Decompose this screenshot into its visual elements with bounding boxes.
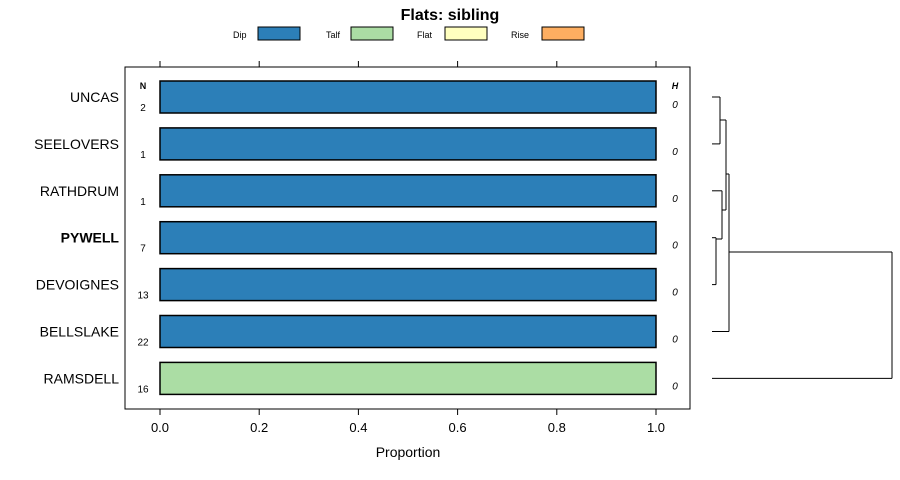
n-header: N bbox=[140, 81, 147, 91]
category-label-devoignes: DEVOIGNES bbox=[36, 277, 119, 293]
legend-swatch-flat bbox=[444, 26, 488, 41]
h-value-ramsdell: 0 bbox=[672, 381, 678, 392]
legend-label-rise: Rise bbox=[511, 30, 529, 40]
h-value-pywell: 0 bbox=[672, 241, 678, 252]
legend: Dip Talf Flat Rise bbox=[233, 26, 585, 41]
bar-uncas-dip bbox=[159, 80, 657, 114]
x-tick-label: 0.2 bbox=[250, 420, 268, 435]
h-value-devoignes: 0 bbox=[672, 288, 678, 299]
n-value-seelovers: 1 bbox=[140, 150, 146, 161]
dendrogram bbox=[712, 96, 893, 379]
n-value-rathdrum: 1 bbox=[140, 197, 146, 208]
x-tick-label: 0.8 bbox=[548, 420, 566, 435]
n-value-pywell: 7 bbox=[140, 244, 146, 255]
bar-rathdrum-dip bbox=[159, 174, 657, 208]
category-label-pywell: PYWELL bbox=[61, 230, 120, 246]
category-label-uncas: UNCAS bbox=[70, 89, 119, 105]
h-header: H bbox=[672, 81, 679, 91]
category-label-rathdrum: RATHDRUM bbox=[40, 183, 119, 199]
n-value-ramsdell: 16 bbox=[137, 384, 149, 395]
row-devoignes: DEVOIGNES 13 0 bbox=[36, 267, 678, 302]
h-value-rathdrum: 0 bbox=[672, 194, 678, 205]
row-rathdrum: RATHDRUM 1 0 bbox=[40, 174, 678, 208]
bar-bellslake-dip bbox=[159, 314, 657, 349]
bottom-axis: 0.0 0.2 0.4 0.6 0.8 1.0 bbox=[151, 409, 665, 435]
h-value-seelovers: 0 bbox=[672, 147, 678, 158]
h-value-uncas: 0 bbox=[672, 100, 678, 111]
category-label-bellslake: BELLSLAKE bbox=[40, 324, 119, 340]
legend-label-flat: Flat bbox=[417, 30, 433, 40]
x-axis-label: Proportion bbox=[376, 444, 441, 460]
n-value-bellslake: 22 bbox=[137, 338, 149, 349]
row-seelovers: SEELOVERS 1 0 bbox=[34, 127, 678, 161]
row-pywell: PYWELL 7 0 bbox=[61, 220, 678, 255]
category-label-seelovers: SEELOVERS bbox=[34, 136, 119, 152]
row-uncas: UNCAS 2 0 bbox=[70, 80, 678, 114]
row-bellslake: BELLSLAKE 22 0 bbox=[40, 314, 678, 349]
bar-pywell-dip bbox=[159, 220, 657, 255]
legend-label-talf: Talf bbox=[326, 30, 341, 40]
x-tick-label: 1.0 bbox=[647, 420, 665, 435]
legend-swatch-talf bbox=[350, 26, 394, 41]
h-value-bellslake: 0 bbox=[672, 335, 678, 346]
legend-swatch-rise bbox=[541, 26, 585, 41]
category-label-ramsdell: RAMSDELL bbox=[44, 370, 120, 386]
x-tick-label: 0.6 bbox=[449, 420, 467, 435]
plot-panel bbox=[124, 66, 691, 410]
top-axis-ticks bbox=[159, 61, 657, 67]
bar-ramsdell-talf bbox=[159, 361, 657, 396]
row-ramsdell: RAMSDELL 16 0 bbox=[44, 361, 678, 396]
chart-title: Flats: sibling bbox=[401, 7, 500, 24]
n-value-uncas: 2 bbox=[140, 103, 146, 114]
legend-swatch-dip bbox=[257, 26, 301, 41]
x-tick-label: 0.4 bbox=[349, 420, 367, 435]
bar-seelovers-dip bbox=[159, 127, 657, 161]
legend-label-dip: Dip bbox=[233, 30, 247, 40]
n-value-devoignes: 13 bbox=[137, 291, 149, 302]
x-tick-label: 0.0 bbox=[151, 420, 169, 435]
bar-devoignes-dip bbox=[159, 267, 657, 302]
